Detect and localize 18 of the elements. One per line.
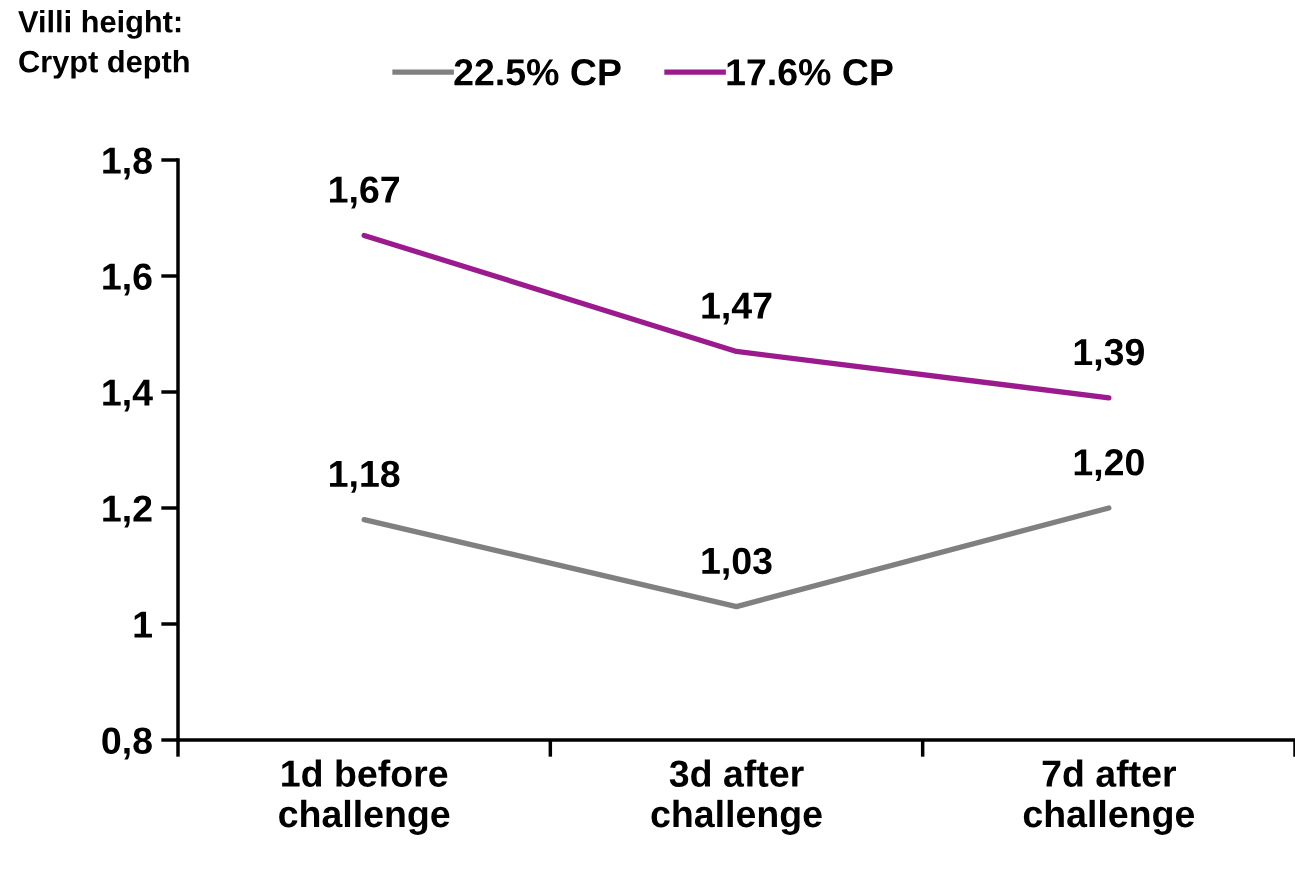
y-tick-label: 1,8 — [103, 147, 152, 180]
data-label: 1,20 — [1074, 449, 1144, 482]
data-label: 1,03 — [702, 547, 772, 580]
data-label: 1,39 — [1074, 338, 1144, 371]
data-label: 1,67 — [330, 176, 400, 209]
x-tick-label: 1d before challenge — [279, 759, 450, 835]
legend-label: 17.6% CP — [727, 58, 893, 86]
y-tick-label: 1,6 — [103, 263, 152, 296]
x-tick-label: 7d after challenge — [1023, 759, 1195, 835]
y-tick-label: 1 — [134, 611, 152, 638]
y-tick-label: 0,8 — [102, 727, 152, 760]
data-label: 1,18 — [330, 460, 400, 493]
y-tick-label: 1,2 — [103, 495, 152, 528]
y-tick-label: 1,4 — [103, 379, 153, 412]
data-label: 1,47 — [702, 292, 772, 325]
legend-label: 22.5% CP — [454, 58, 621, 86]
x-tick-label: 3d after challenge — [651, 759, 822, 835]
y-axis-title: Villi height: Crypt depth — [18, 10, 189, 79]
